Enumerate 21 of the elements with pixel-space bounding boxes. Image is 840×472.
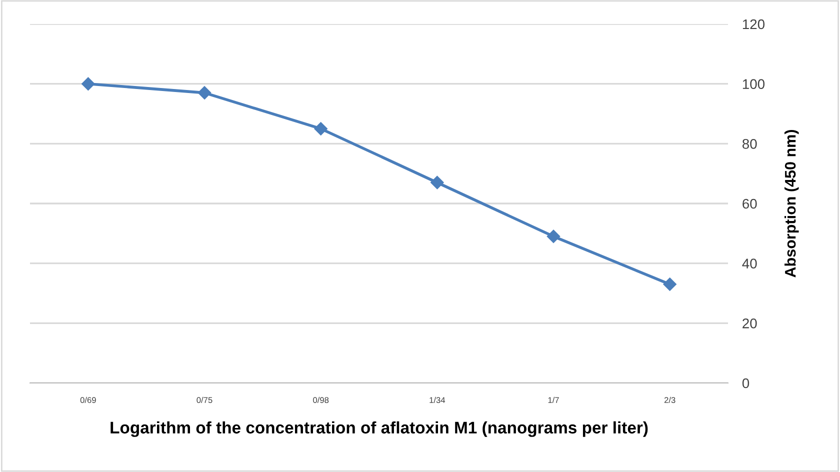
point <box>663 278 676 291</box>
x-tick-label: 0/69 <box>80 396 96 404</box>
point <box>314 122 328 136</box>
y-tick-label: 120 <box>742 19 765 30</box>
x-axis-title: Logarithm of the concentration of aflatoxin M1 (nanograms per liter) <box>110 421 648 437</box>
y-tick-label: 80 <box>742 139 757 149</box>
x-tick-label: 2/3 <box>664 396 676 404</box>
point <box>430 176 444 190</box>
y-tick-label: 0 <box>742 378 750 388</box>
x-tick-label: 1/34 <box>430 396 446 404</box>
y-tick-label: 40 <box>742 258 757 269</box>
x-tick-label: 0/98 <box>313 396 329 404</box>
x-tick-label: 1/7 <box>548 396 559 404</box>
point <box>546 230 560 243</box>
point <box>198 86 212 100</box>
y-tick-label: 100 <box>742 79 765 90</box>
y-axis-title: Absorption (450 nm) <box>784 130 799 278</box>
point <box>82 77 95 90</box>
y-tick-label: 60 <box>742 198 757 209</box>
y-tick-label: 20 <box>742 318 757 328</box>
x-tick-label: 0/75 <box>196 396 212 404</box>
